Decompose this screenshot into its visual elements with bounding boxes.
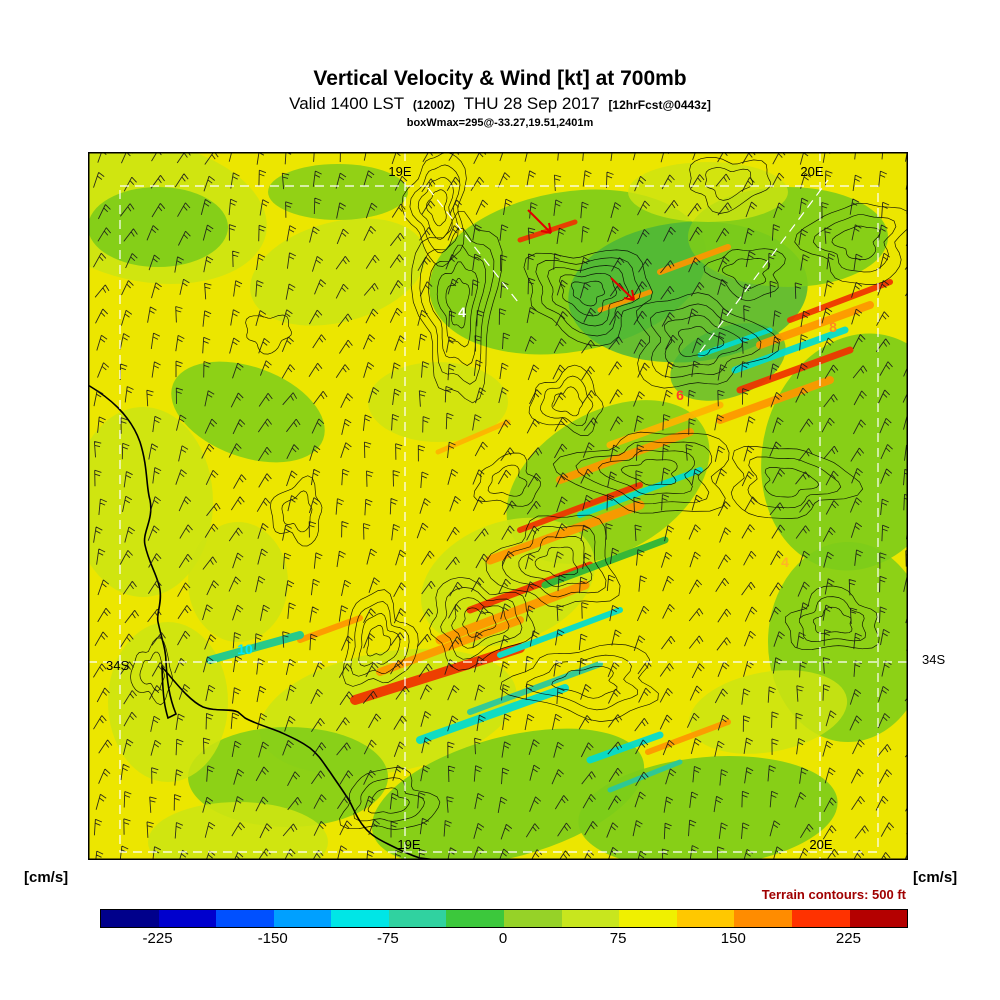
svg-text:19E: 19E [388, 164, 411, 179]
svg-text:6: 6 [676, 387, 684, 403]
svg-text:4: 4 [781, 554, 789, 570]
colorbar-tick: -225 [142, 930, 173, 947]
lat-label-left: 34S [106, 658, 130, 673]
colorbar-tick: 75 [609, 930, 627, 947]
nest-box [119, 185, 879, 853]
colorbar-tick: -150 [257, 930, 288, 947]
svg-text:20E: 20E [809, 837, 832, 852]
colorbar-tick-labels: -225 -150 -75 0 75 150 225 [100, 930, 906, 952]
units-label-left: [cm/s] [24, 869, 69, 886]
wave-annotations: 10 4 6 8 4 [237, 304, 837, 657]
svg-text:8: 8 [829, 319, 837, 335]
svg-text:10: 10 [237, 641, 253, 657]
valid-zulu: (1200Z) [412, 98, 455, 113]
map-container: 19E 20E 19E 20E 10 4 6 8 4 [88, 152, 908, 860]
map-frame [88, 152, 908, 860]
colorbar-tick: -75 [377, 930, 399, 947]
valid-time-line: Valid 1400 LST (1200Z) THU 28 Sep 2017 [… [0, 93, 1000, 114]
colorbar-tick: 0 [498, 930, 508, 947]
colorbar-segment [273, 910, 332, 927]
terrain-contours-note: Terrain contours: 500 ft [761, 887, 906, 902]
colorbar-tick: 150 [720, 930, 746, 947]
weather-map: 19E 20E 19E 20E 10 4 6 8 4 [88, 152, 908, 860]
colorbar-segment [734, 910, 792, 927]
svg-text:19E: 19E [397, 837, 420, 852]
colorbar-segment [446, 910, 505, 927]
colorbar-segment [331, 910, 389, 927]
colorbar [100, 909, 908, 928]
colorbar-tick: 225 [835, 930, 861, 947]
colorbar-segment [216, 910, 274, 927]
colorbar-segment [504, 910, 562, 927]
svg-text:4: 4 [458, 304, 466, 320]
colorbar-segment [101, 910, 159, 927]
wave-streaks [206, 219, 893, 793]
chart-title: Vertical Velocity & Wind [kt] at 700mb [313, 67, 687, 90]
colorbar-segment [849, 910, 908, 927]
boxwmax-line: boxWmax=295@-33.27,19.51,2401m [406, 116, 594, 129]
colorbar-segment [158, 910, 217, 927]
coastline [88, 384, 439, 860]
colorbar-segment [388, 910, 447, 927]
colorbar-segment [676, 910, 735, 927]
colorbar-segment [619, 910, 677, 927]
svg-text:20E: 20E [800, 164, 823, 179]
colorbar-segment [561, 910, 620, 927]
units-label-right: [cm/s] [913, 869, 958, 886]
forecast-tag: [12hrFcst@0443z] [608, 98, 711, 113]
lat-label-right: 34S [922, 652, 946, 667]
wind-barbs [93, 152, 908, 860]
chart-header: Vertical Velocity & Wind [kt] at 700mb V… [0, 66, 1000, 130]
colorbar-segment [791, 910, 850, 927]
valid-time: Valid 1400 LST [289, 94, 405, 114]
graticule [88, 152, 908, 860]
graticule-labels: 19E 20E 19E 20E [388, 164, 832, 852]
valid-date: THU 28 Sep 2017 [463, 94, 600, 114]
red-arrow-markers [527, 209, 635, 301]
